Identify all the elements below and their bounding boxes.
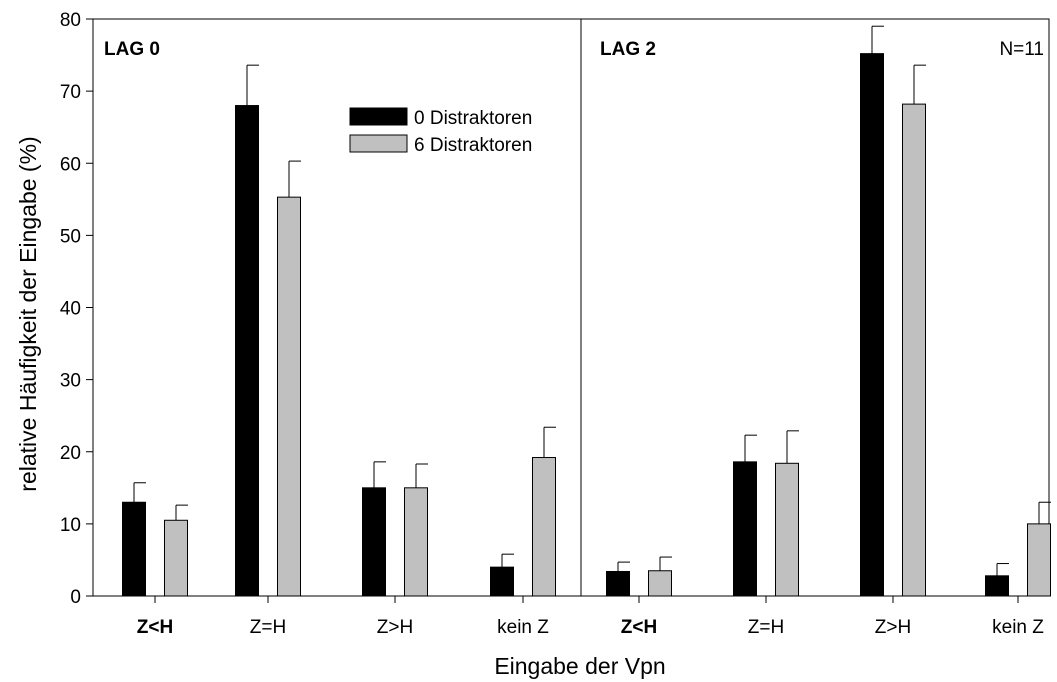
x-tick-label-p1-c3: kein Z xyxy=(992,617,1044,638)
x-tick-label-p1-c1: Z=H xyxy=(748,617,784,638)
bar-p0-c1-s1 xyxy=(277,196,301,597)
y-tick-label-70: 70 xyxy=(60,82,81,103)
bar-p1-c3-s0 xyxy=(985,575,1009,597)
y-tick-label-20: 20 xyxy=(60,443,81,464)
bar-p0-c3-s0 xyxy=(490,566,514,597)
panel-label-lag2: LAG 2 xyxy=(600,39,656,60)
bar-p1-c1-s0 xyxy=(733,461,757,597)
bars xyxy=(122,25,1051,597)
legend-label-0-distraktoren: 0 Distraktoren xyxy=(414,108,532,129)
y-axis: 0 10 20 30 40 50 60 70 80 xyxy=(60,10,93,608)
legend: 0 Distraktoren 6 Distraktoren xyxy=(349,107,532,156)
bar-p0-c3-s1 xyxy=(532,457,556,597)
bar-p1-c2-s0 xyxy=(860,53,884,597)
panel-label-lag0: LAG 0 xyxy=(104,39,160,60)
x-axis-title: Eingabe der Vpn xyxy=(494,653,665,679)
legend-swatch-6-distraktoren xyxy=(349,134,408,153)
bar-p0-c1-s0 xyxy=(235,105,259,597)
legend-label-6-distraktoren: 6 Distraktoren xyxy=(414,135,532,156)
x-tick-label-p1-c2: Z>H xyxy=(875,617,911,638)
x-tick-label-p0-c3: kein Z xyxy=(497,617,549,638)
legend-swatch-0-distraktoren xyxy=(349,107,408,126)
x-tick-label-p0-c2: Z>H xyxy=(377,617,413,638)
x-axis: Z<H Z=H Z>H kein Z Z<H Z=H Z>H kein Z xyxy=(137,596,1044,638)
y-tick-label-50: 50 xyxy=(60,226,81,247)
bar-p0-c2-s1 xyxy=(404,487,428,597)
y-tick-label-30: 30 xyxy=(60,371,81,392)
bar-p1-c0-s0 xyxy=(606,570,630,597)
bar-p1-c2-s1 xyxy=(902,103,926,597)
y-tick-label-0: 0 xyxy=(70,587,81,608)
bar-p0-c0-s1 xyxy=(164,519,188,597)
x-tick-label-p1-c0: Z<H xyxy=(621,617,657,638)
y-axis-title: relative Häufigkeit der Eingabe (%) xyxy=(15,136,41,491)
y-tick-label-60: 60 xyxy=(60,154,81,175)
x-tick-label-p0-c0: Z<H xyxy=(137,617,173,638)
bar-p1-c0-s1 xyxy=(648,570,672,597)
bar-p1-c1-s1 xyxy=(775,462,799,597)
bar-p1-c3-s1 xyxy=(1027,523,1051,597)
bar-p0-c2-s0 xyxy=(362,487,386,597)
n-label: N=11 xyxy=(999,39,1044,60)
y-tick-label-40: 40 xyxy=(60,299,81,320)
y-tick-label-80: 80 xyxy=(60,10,81,31)
y-tick-label-10: 10 xyxy=(60,515,81,536)
bar-p0-c0-s0 xyxy=(122,501,146,597)
x-tick-label-p0-c1: Z=H xyxy=(250,617,286,638)
